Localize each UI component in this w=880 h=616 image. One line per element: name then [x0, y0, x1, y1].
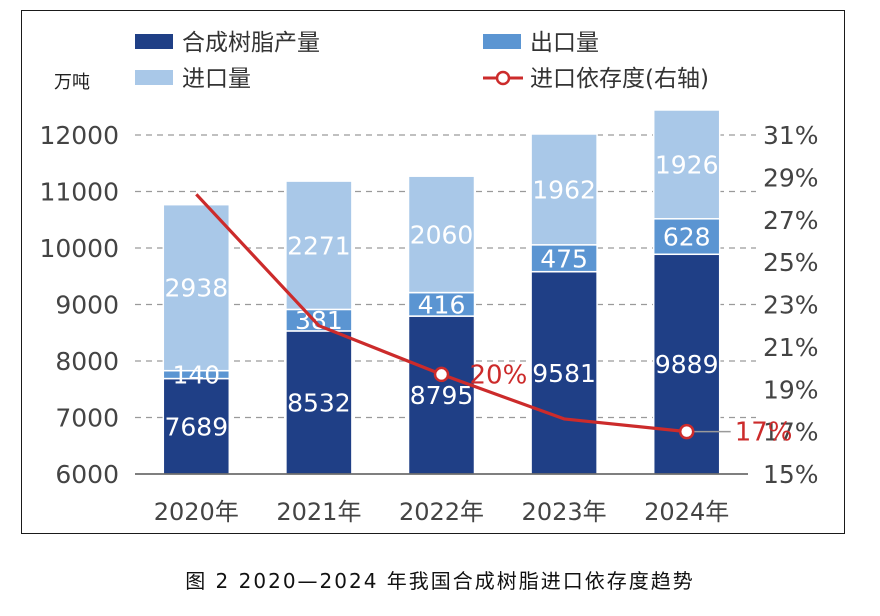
bar-value-label: 2938 — [164, 274, 228, 303]
x-tick-label: 2022年 — [399, 498, 484, 526]
line-value-label: 20% — [470, 360, 528, 390]
y-right-tick-label: 23% — [763, 291, 819, 320]
legend-line-marker — [495, 70, 511, 86]
y-right-tick-label: 29% — [763, 163, 819, 192]
y-right-tick-label: 17% — [763, 418, 819, 447]
x-tick-label: 2021年 — [276, 498, 361, 526]
bar-value-label: 2271 — [287, 231, 351, 260]
dependency-line: 20% 17% — [195, 193, 793, 448]
y-left-tick-label: 10000 — [39, 234, 119, 263]
bar-value-label: 475 — [540, 244, 588, 273]
bar-segment — [652, 109, 721, 220]
bar-value-label: 2060 — [410, 220, 474, 249]
legend-swatch — [483, 34, 521, 49]
legend-label: 出口量 — [530, 30, 599, 56]
legend-label: 进口依存度(右轴) — [530, 66, 709, 92]
chart-frame — [21, 10, 845, 534]
x-tick-label: 2020年 — [154, 498, 239, 526]
x-tick-label: 2023年 — [522, 498, 607, 526]
y-unit-label: 万吨 — [54, 72, 90, 93]
y-right-tick-label: 25% — [763, 248, 819, 277]
bar-value-label: 416 — [418, 290, 466, 319]
x-tick-label: 2024年 — [644, 498, 729, 526]
bars — [162, 109, 721, 475]
axes: 6000 7000 8000 9000 10000 11000 12000 15% 17% 19%… — [39, 72, 818, 526]
legend-label: 进口量 — [182, 66, 251, 92]
line-point-marker — [678, 423, 695, 440]
bar-value-label: 628 — [663, 223, 711, 252]
legend-swatch — [135, 34, 173, 49]
bar-value-label: 1926 — [655, 150, 719, 179]
y-left-tick-label: 6000 — [55, 460, 119, 489]
y-right-tick-label: 21% — [763, 333, 819, 362]
line-point-marker — [433, 366, 450, 383]
bar-value-label: 1962 — [532, 175, 596, 204]
y-right-tick-label: 31% — [763, 121, 819, 150]
legend-swatch — [135, 70, 173, 85]
y-left-tick-label: 7000 — [55, 404, 119, 433]
y-left-tick-label: 12000 — [39, 121, 119, 150]
figure-caption: 图 2 2020—2024 年我国合成树脂进口依存度趋势 — [185, 569, 695, 593]
bar-segment — [407, 175, 476, 294]
y-right-tick-label: 27% — [763, 206, 819, 235]
y-right-tick-label: 15% — [763, 460, 819, 489]
bar-value-label: 7689 — [164, 412, 228, 441]
bar-value-label: 9889 — [655, 350, 719, 379]
bar-segment — [530, 133, 598, 246]
bar-segment — [652, 218, 721, 256]
bar-value-label: 8795 — [410, 381, 474, 410]
bar-segment — [530, 244, 598, 273]
bar-value-label: 9581 — [532, 359, 596, 388]
line-value-label: 17% — [735, 418, 793, 448]
y-right-tick-label: 19% — [763, 375, 819, 404]
legend-label: 合成树脂产量 — [182, 30, 320, 56]
bar-segment — [162, 203, 231, 372]
bar-value-labels: 7689140293885323812271879541620609581475… — [164, 150, 718, 441]
y-left-tick-label: 9000 — [55, 291, 119, 320]
y-left-tick-label: 8000 — [55, 347, 119, 376]
bar-value-label: 8532 — [287, 388, 351, 417]
bar-segment — [285, 180, 353, 311]
bar-value-label: 140 — [172, 361, 220, 390]
gridlines — [135, 134, 756, 419]
y-left-tick-label: 11000 — [39, 178, 119, 207]
